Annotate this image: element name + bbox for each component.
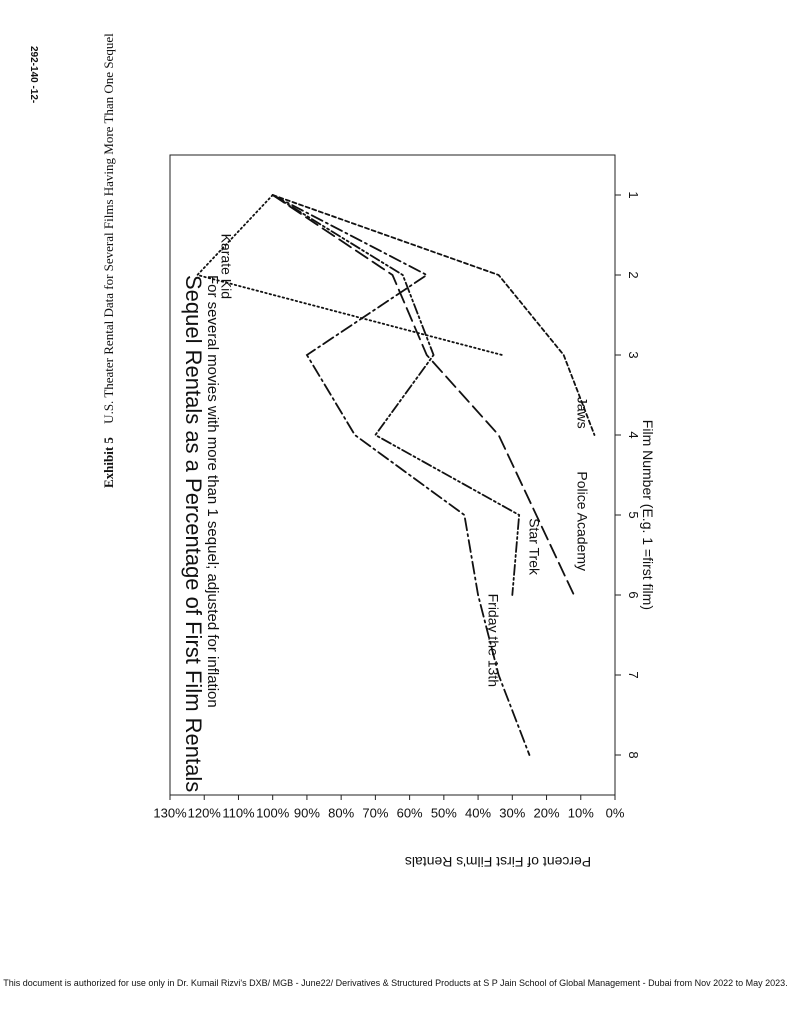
x-tick-label: 2 (626, 271, 641, 278)
y-tick-label: 50% (431, 806, 457, 821)
y-tick-label: 80% (328, 806, 354, 821)
chart-title: Sequel Rentals as a Percentage of First … (181, 275, 206, 792)
x-axis-label: Film Number (E.g. 1 =first film) (640, 420, 656, 610)
plot-frame (169, 154, 616, 796)
y-tick-label: 130% (153, 806, 187, 821)
y-tick-label: 60% (397, 806, 423, 821)
x-tick-label: 7 (626, 671, 641, 678)
y-axis-label: Percent of First Film's Rentals (405, 854, 591, 870)
y-tick-label: 30% (499, 806, 525, 821)
x-tick-label: 6 (626, 591, 641, 598)
y-tick-label: 40% (465, 806, 491, 821)
x-tick-label: 8 (626, 751, 641, 758)
series-label: Friday the 13th (485, 594, 501, 687)
y-tick-label: 100% (256, 806, 290, 821)
series-line-jaws (271, 194, 596, 436)
series-line-star-trek (271, 194, 521, 596)
y-tick-label: 120% (188, 806, 222, 821)
x-tick-label: 3 (626, 351, 641, 358)
y-tick-label: 110% (222, 806, 255, 821)
series-line-police-academy (271, 194, 575, 596)
y-tick-label: 10% (568, 806, 594, 821)
y-tick-label: 0% (606, 806, 625, 821)
series-label: Star Trek (526, 518, 542, 576)
authorization-footer: This document is authorized for use only… (3, 978, 788, 988)
x-tick-label: 1 (626, 191, 641, 198)
y-tick-label: 70% (362, 806, 388, 821)
chart-subtitle: For several movies with more than 1 sequ… (204, 275, 221, 708)
series-label: Karate Kid (218, 234, 234, 299)
series-label: Police Academy (574, 471, 590, 571)
x-tick-label: 4 (626, 431, 641, 438)
series-line-karate-kid (195, 194, 503, 356)
y-tick-label: 90% (294, 806, 320, 821)
x-tick-label: 5 (626, 511, 641, 518)
y-tick-label: 20% (534, 806, 560, 821)
series-label: Jaws (574, 397, 590, 429)
series-line-friday-the-13th (271, 194, 531, 756)
